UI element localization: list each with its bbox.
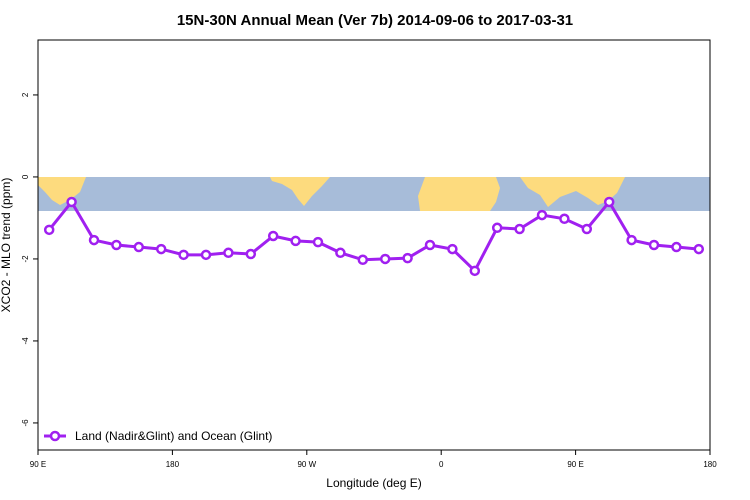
data-point [693, 243, 705, 255]
y-tick-label: 0 [21, 174, 30, 179]
x-axis-label: Longitude (deg E) [326, 476, 421, 490]
data-point [447, 243, 458, 255]
x-tick-label: 90 E [30, 460, 46, 469]
data-point [267, 230, 279, 242]
x-tick-label: 90 E [567, 460, 583, 469]
data-point [581, 223, 593, 235]
series-line [48, 199, 699, 274]
data-point [133, 241, 145, 253]
data-point [111, 239, 122, 251]
y-axis-label: XCO2 - MLO trend (ppm) [0, 178, 13, 313]
data-point [402, 252, 413, 264]
data-point [178, 249, 189, 261]
data-point [536, 209, 548, 221]
data-point [290, 235, 301, 247]
data-point [648, 239, 660, 251]
data-point [335, 247, 346, 259]
plot-frame [37, 39, 711, 451]
data-point [43, 224, 55, 236]
y-tick-label: -4 [21, 337, 30, 345]
data-point [514, 223, 525, 235]
data-point [626, 234, 637, 246]
x-tick-label: 0 [439, 460, 444, 469]
x-tick-label: 180 [166, 460, 180, 469]
data-point [155, 243, 167, 255]
data-point [357, 254, 369, 266]
data-point [66, 196, 77, 208]
data-point [312, 236, 324, 248]
data-point [379, 253, 391, 265]
chart-title: 15N-30N Annual Mean (Ver 7b) 2014-09-06 … [177, 12, 573, 29]
data-point [671, 241, 682, 253]
x-tick-label: 90 W [297, 460, 316, 469]
x-tick-label: 180 [703, 460, 717, 469]
legend-label: Land (Nadir&Glint) and Ocean (Glint) [75, 429, 272, 443]
data-point [223, 247, 234, 259]
data-point [88, 234, 100, 246]
y-tick-label: -6 [21, 419, 30, 427]
legend-marker [49, 430, 61, 442]
data-point [603, 196, 615, 208]
y-tick-label: 2 [21, 92, 30, 97]
data-point [200, 249, 212, 261]
data-point [559, 213, 570, 225]
map-band [38, 177, 710, 211]
y-tick-label: -2 [21, 255, 30, 263]
data-point [491, 222, 503, 234]
data-point [424, 239, 436, 251]
data-point [469, 265, 481, 277]
data-point [245, 248, 257, 260]
